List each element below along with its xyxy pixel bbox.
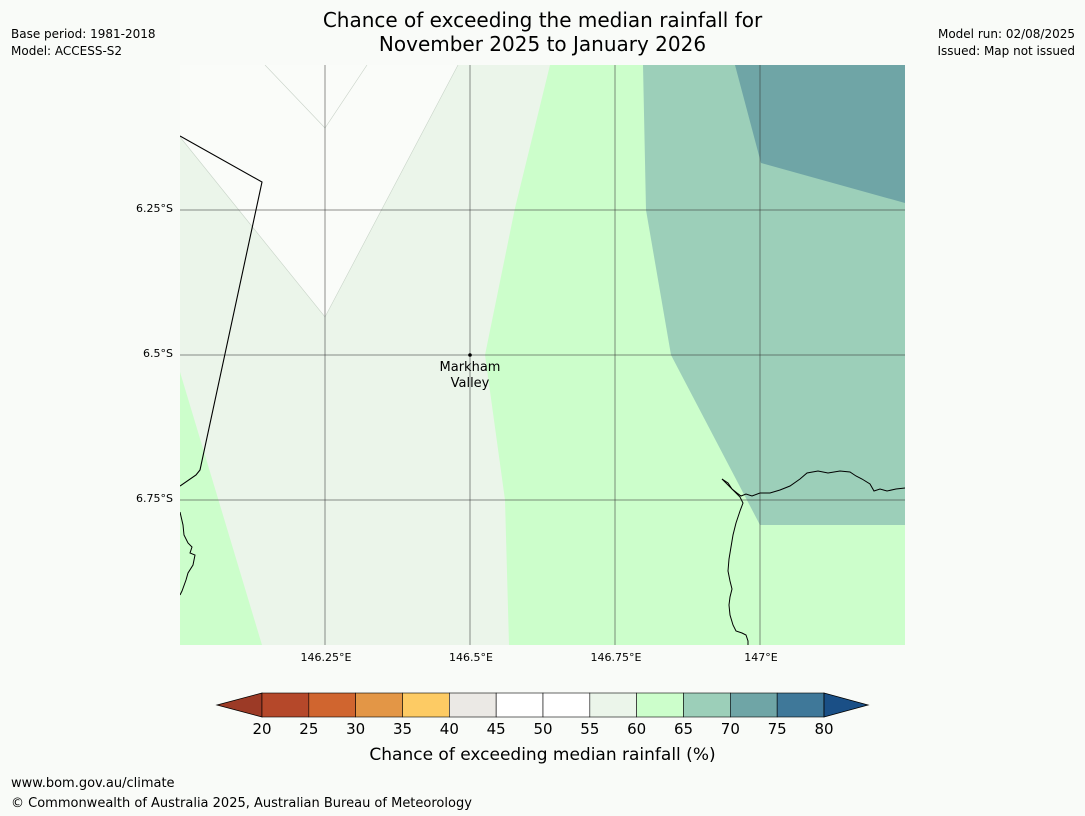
lon-label-146-5: 146.5°E (449, 651, 493, 664)
model-run: Model run: 02/08/2025 (937, 27, 1075, 41)
map-title: Chance of exceeding the median rainfall … (0, 8, 1085, 56)
colorbar-tick-label: 40 (439, 720, 459, 738)
map-band-50-55 (180, 65, 458, 317)
colorbar (215, 692, 870, 718)
boundary-line (180, 135, 263, 487)
base-period: Base period: 1981-2018 (11, 27, 156, 41)
colorbar-tick-label: 65 (673, 720, 694, 738)
river-line (721, 478, 749, 645)
coastline-north (721, 470, 905, 497)
colorbar-cell (449, 692, 497, 718)
coastline-west (180, 511, 196, 596)
colorbar-cell (261, 692, 310, 718)
colorbar-tick-label: 55 (580, 720, 600, 738)
colorbar-tick-label: 45 (486, 720, 506, 738)
issued-status: Issued: Map not issued (937, 44, 1075, 58)
markham-valley-marker (468, 353, 472, 357)
colorbar-tick-label: 20 (252, 720, 272, 738)
colorbar-cell (776, 692, 825, 718)
place-name-line-1: Markham (439, 360, 501, 375)
colorbar-cell (636, 692, 684, 718)
colorbar-tick-label: 35 (392, 720, 413, 738)
colorbar-tick-label: 60 (627, 720, 647, 738)
map-band-60-65-west (180, 372, 262, 645)
colorbar-cell (683, 692, 731, 718)
place-name-line-2: Valley (450, 376, 490, 391)
rainfall-map (180, 65, 905, 645)
footer-url[interactable]: www.bom.gov.au/climate (11, 776, 175, 791)
lat-label-6-25: 6.25°S (136, 202, 173, 215)
footer-copyright: © Commonwealth of Australia 2025, Austra… (11, 796, 472, 811)
lat-label-6-5: 6.5°S (143, 347, 173, 360)
colorbar-tick-label: 30 (346, 720, 366, 738)
colorbar-label: Chance of exceeding median rainfall (%) (369, 745, 716, 765)
colorbar-cell (589, 692, 637, 718)
colorbar-cell (730, 692, 778, 718)
colorbar-cell (402, 692, 450, 718)
colorbar-tick-label: 80 (814, 720, 834, 738)
lon-label-146-75: 146.75°E (590, 651, 642, 664)
colorbar-cell (355, 692, 403, 718)
lon-label-146-25: 146.25°E (300, 651, 352, 664)
model-name: Model: ACCESS-S2 (11, 44, 123, 58)
lon-label-147: 147°E (744, 651, 778, 664)
colorbar-under-arrow (215, 692, 263, 718)
colorbar-tick-label: 50 (533, 720, 553, 738)
meta-left: Base period: 1981-2018 Model: ACCESS-S2 (11, 26, 156, 60)
lat-label-6-75: 6.75°S (136, 492, 173, 505)
colorbar-cell (495, 692, 544, 718)
colorbar-tick-label: 75 (767, 720, 787, 738)
colorbar-cell (542, 692, 591, 718)
colorbar-tick-label: 70 (720, 720, 740, 738)
colorbar-cell (308, 692, 356, 718)
colorbar-tick-label: 25 (299, 720, 319, 738)
colorbar-cells (261, 692, 825, 718)
title-line-2: November 2025 to January 2026 (378, 32, 707, 56)
map-band-70-75 (735, 65, 905, 203)
title-line-1: Chance of exceeding the median rainfall … (322, 8, 763, 32)
colorbar-over-arrow (823, 692, 870, 718)
place-label-markham-valley: Markham Valley (420, 360, 520, 392)
meta-right: Model run: 02/08/2025 Issued: Map not is… (937, 26, 1075, 60)
